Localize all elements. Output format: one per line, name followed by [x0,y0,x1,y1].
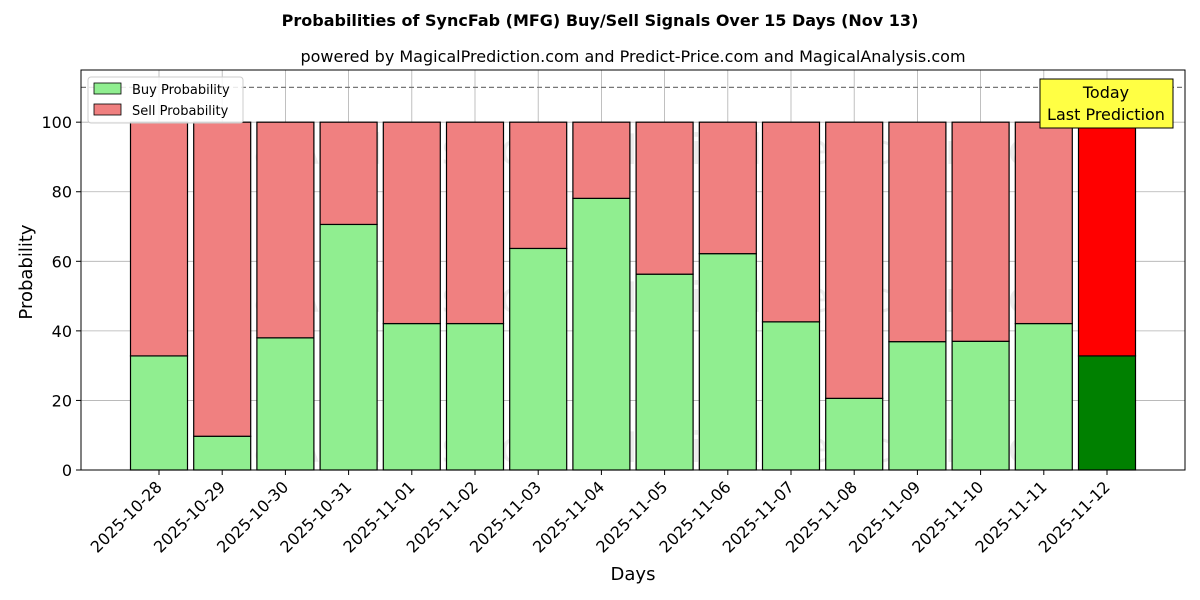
y-tick-label-60: 60 [52,252,72,271]
y-tick-label-80: 80 [52,183,72,202]
y-tick-label-40: 40 [52,322,72,341]
legend-label-sell: Sell Probability [132,104,229,119]
bar-sell-2025-10-30 [256,121,315,339]
legend: Buy Probability Sell Probability [87,76,244,124]
bar-buy-2025-11-10 [951,340,1010,471]
annotation-line1: Today [1082,83,1129,102]
bar-buy-2025-11-02 [445,322,505,471]
bar-sell-2025-11-03 [509,121,568,250]
legend-swatch-buy [93,82,122,95]
bar-buy-2025-11-08 [825,397,884,471]
bar-buy-2025-10-28 [129,355,189,471]
bar-buy-2025-10-29 [193,435,252,471]
today-annotation: Today Last Prediction [1039,78,1174,129]
bar-buy-2025-11-07 [761,321,821,471]
y-axis-ticks: 0 20 40 60 80 100 [41,113,81,480]
bar-sell-2025-11-10 [951,121,1010,342]
bar-sell-2025-11-06 [698,121,757,255]
y-tick-label-100: 100 [41,113,72,132]
annotation-box [1039,78,1174,129]
bar-buy-2025-11-05 [635,273,694,471]
chart-title: Probabilities of SyncFab (MFG) Buy/Sell … [282,11,919,30]
bar-buy-2025-11-03 [509,247,568,471]
bar-buy-2025-10-30 [256,337,315,471]
plot-frame [80,69,1186,471]
x-axis-ticks: 2025-10-282025-10-292025-10-302025-10-31… [87,470,1114,557]
y-axis-label: Probability [16,224,37,319]
bar-buy-2025-11-11 [1014,322,1073,471]
bar-buy-2025-10-31 [319,223,378,471]
bar-buy-2025-11-04 [572,197,631,471]
bars-layer [129,121,1137,471]
bar-buy-2025-11-06 [698,253,757,471]
bar-sell-2025-11-02 [445,121,505,325]
bar-buy-2025-11-01 [382,322,441,471]
bar-sell-2025-11-09 [888,121,947,343]
bar-sell-2025-11-01 [382,121,441,325]
chart-subtitle: powered by MagicalPrediction.com and Pre… [300,47,965,66]
bar-sell-2025-11-08 [825,121,884,399]
bar-sell-2025-10-28 [129,121,189,357]
bar-sell-2025-10-29 [193,121,252,437]
bar-sell-2025-11-11 [1014,121,1073,325]
annotation-line2: Last Prediction [1047,105,1165,124]
legend-swatch-sell [93,103,122,116]
legend-box [87,76,244,124]
y-tick-label-0: 0 [62,461,72,480]
bar-buy-2025-11-12 [1077,355,1137,471]
bar-sell-2025-11-07 [761,121,821,323]
bar-buy-2025-11-09 [888,341,947,471]
bar-sell-2025-10-31 [319,121,378,226]
x-axis-label: Days [611,564,656,585]
legend-label-buy: Buy Probability [132,83,230,98]
bar-sell-2025-11-04 [572,121,631,199]
y-tick-label-20: 20 [52,391,72,410]
bar-sell-2025-11-05 [635,121,694,275]
bar-sell-2025-11-12 [1077,121,1137,357]
